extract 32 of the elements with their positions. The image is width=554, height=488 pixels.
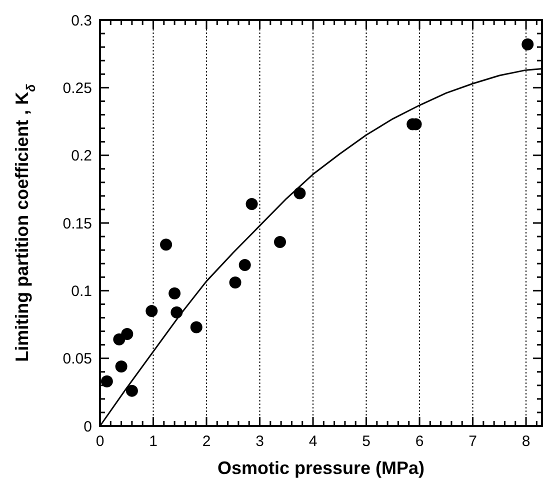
x-tick-label: 4 — [308, 433, 318, 450]
x-tick-label: 8 — [522, 433, 530, 450]
point — [229, 276, 242, 289]
point — [238, 258, 251, 271]
point — [121, 328, 134, 340]
y-tick-label: 0.15 — [62, 215, 92, 232]
y-tick-label: 0 — [84, 418, 92, 436]
x-tick-label: 0 — [96, 433, 104, 450]
y-tick-label: 0.05 — [62, 350, 92, 368]
y-tick-label: 0.25 — [62, 80, 92, 97]
point — [100, 375, 113, 388]
y-tick-label: 0.2 — [71, 148, 92, 165]
x-tick-label: 1 — [149, 433, 158, 450]
point — [294, 187, 306, 200]
x-tick-label: 2 — [202, 433, 211, 450]
point — [115, 360, 128, 372]
x-tick-label: 6 — [415, 433, 424, 450]
y-tick-label: 0.3 — [71, 12, 92, 30]
point — [246, 198, 258, 210]
x-tick-label: 7 — [468, 433, 477, 450]
x-tick-label: 5 — [362, 433, 370, 450]
point — [160, 238, 172, 251]
point — [274, 236, 286, 248]
point — [126, 384, 138, 397]
point — [113, 333, 126, 346]
x-tick-label: 3 — [256, 433, 264, 450]
y-tick-label: 0.1 — [71, 282, 92, 300]
x-axis-title: Osmotic pressure (MPa) — [217, 458, 425, 478]
point — [190, 321, 202, 334]
point — [146, 304, 158, 317]
point — [168, 287, 181, 300]
point — [522, 38, 534, 50]
